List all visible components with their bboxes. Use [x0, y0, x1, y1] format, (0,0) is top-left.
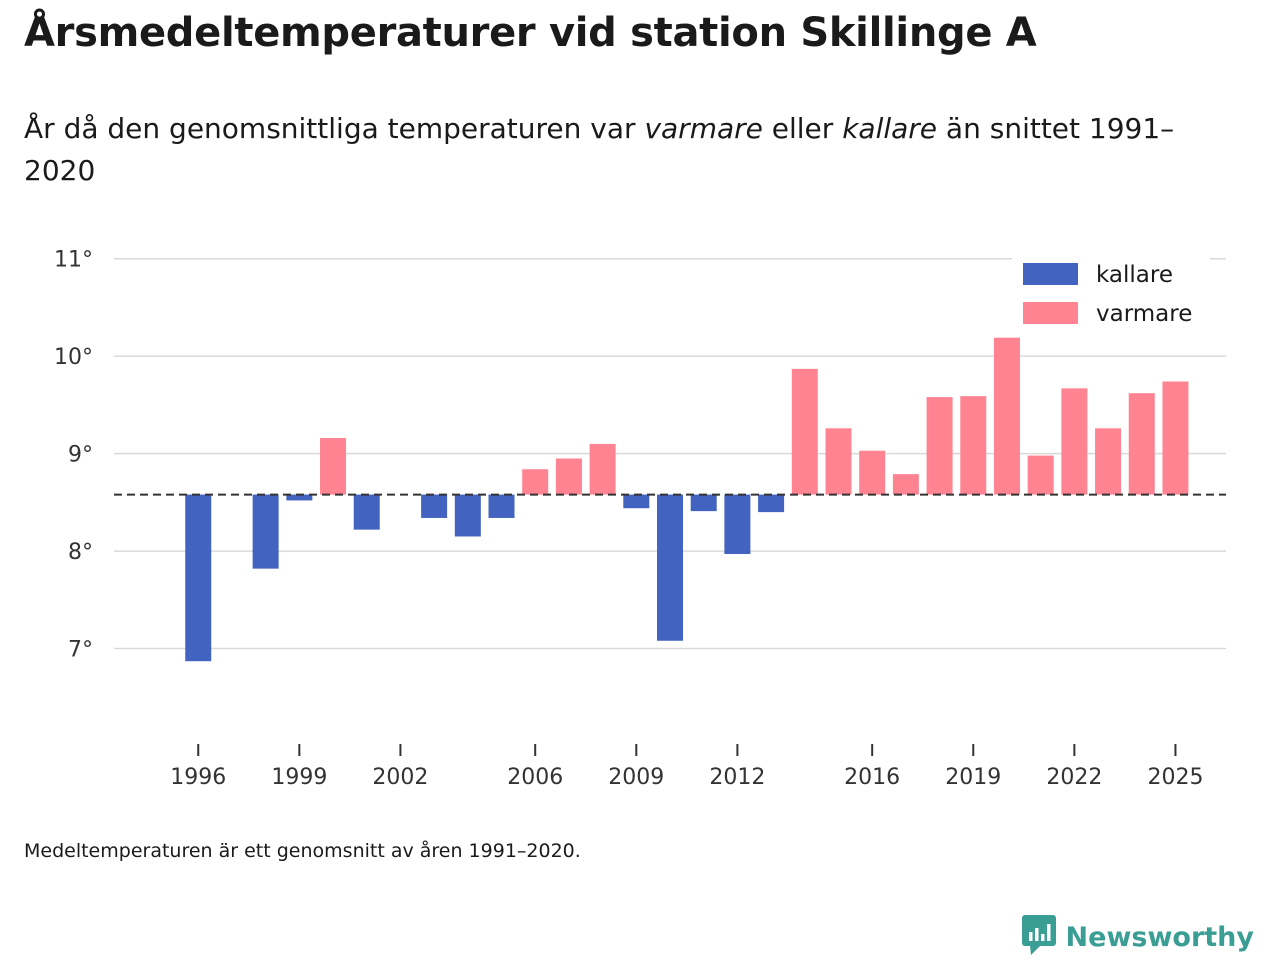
bars [185, 337, 1189, 662]
x-tick-label: 1999 [271, 765, 327, 790]
subtitle-suffix: än snittet 1991–2020 [24, 112, 1175, 187]
bar-2009 [623, 494, 650, 509]
x-tick-label: 2025 [1147, 765, 1203, 790]
bar-2018 [926, 397, 953, 495]
x-tick-label: 2002 [372, 765, 428, 790]
legend-swatch-kallare [1023, 263, 1078, 285]
x-tick-label: 2012 [709, 765, 765, 790]
bar-2017 [892, 474, 919, 495]
brand: Newsworthy [1021, 915, 1254, 959]
y-tick-label: 8° [68, 540, 93, 565]
subtitle-prefix: År då den genomsnittliga temperaturen va… [24, 112, 645, 145]
bar-2006 [522, 469, 549, 495]
chart-subtitle: År då den genomsnittliga temperaturen va… [24, 108, 1204, 192]
subtitle-warm: varmare [644, 112, 763, 145]
bar-1996 [185, 494, 212, 662]
bar-2013 [758, 494, 785, 513]
bar-2019 [960, 396, 987, 495]
bar-1998 [252, 494, 279, 569]
x-tick-label: 2016 [844, 765, 900, 790]
legend: kallare varmare [1012, 254, 1210, 334]
bar-1999 [286, 494, 313, 501]
y-tick-label: 10° [54, 345, 93, 370]
bar-2022 [1061, 388, 1088, 495]
grid-lines [114, 257, 1226, 650]
bar-2007 [555, 458, 582, 495]
bar-2012 [724, 494, 751, 555]
x-tick-label: 2022 [1046, 765, 1102, 790]
newsworthy-logo-icon [1021, 915, 1056, 959]
legend-label-varmare: varmare [1096, 301, 1192, 327]
footnote: Medeltemperaturen är ett genomsnitt av å… [24, 840, 581, 862]
y-tick-label: 11° [54, 248, 93, 273]
x-tick-label: 2019 [945, 765, 1001, 790]
x-tick-label: 2006 [507, 765, 563, 790]
bar-2001 [353, 494, 380, 530]
bar-2014 [791, 368, 818, 495]
bar-2023 [1095, 428, 1122, 495]
y-tick-label: 9° [68, 443, 93, 468]
x-tick-label: 1996 [170, 765, 226, 790]
bar-2003 [421, 494, 448, 518]
bar-2015 [825, 428, 852, 495]
brand-name: Newsworthy [1065, 921, 1254, 953]
bar-2025 [1162, 381, 1189, 495]
bar-2004 [454, 494, 481, 537]
y-tick-label: 7° [68, 638, 93, 663]
bar-2000 [320, 438, 347, 495]
bar-2016 [859, 450, 886, 495]
bar-2024 [1128, 393, 1155, 495]
bar-2005 [488, 494, 515, 518]
x-axis: 1996 1999 2002 2006 2009 2012 2016 2019 2022 2025 [170, 744, 1203, 790]
bar-2021 [1027, 455, 1054, 495]
bar-2008 [589, 443, 616, 495]
legend-label-kallare: kallare [1096, 262, 1173, 288]
bar-chart: 7° 8° 9° 10° 11° 1996 1999 2002 2006 2009 2012 201… [54, 248, 1226, 790]
bar-2011 [690, 494, 717, 512]
subtitle-cold: kallare [842, 112, 938, 145]
bar-2020 [993, 337, 1020, 495]
y-axis: 7° 8° 9° 10° 11° [54, 248, 93, 663]
chart-title: Årsmedeltemperaturer vid station Skillin… [24, 10, 1037, 56]
legend-swatch-varmare [1023, 302, 1078, 324]
subtitle-middle: eller [762, 112, 843, 145]
x-tick-label: 2009 [608, 765, 664, 790]
bar-2010 [657, 494, 683, 641]
